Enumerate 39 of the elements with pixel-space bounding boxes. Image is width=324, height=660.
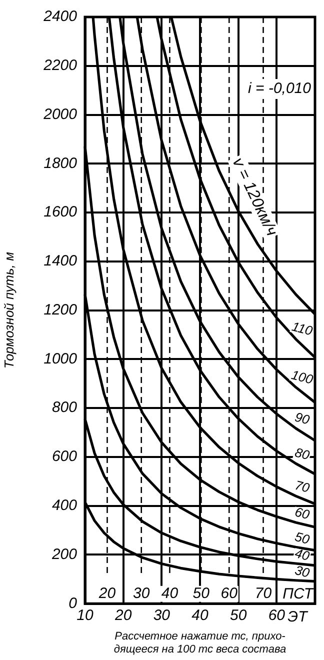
y-tick-label: 200 [50,546,78,563]
annotation: 30 [133,584,150,602]
text: 80 [293,444,312,463]
x-tick-label: 10 [76,606,94,624]
y-tick-label: 600 [52,448,78,466]
y-tick-label: 2200 [42,57,78,74]
annotation: ПСТ [282,585,315,602]
x-tick-label: 50 [230,606,248,624]
x-axis-title: Рассчетное нажатие тс, прихо- дящееся на 100 тс веса состава [114,630,286,656]
text: 60 [293,504,312,522]
x-tick-label: 40 [192,606,209,624]
annotation: 70 [254,584,272,602]
annotation: i = -0,010 [248,80,312,98]
text: 100 [290,367,316,388]
text: 90 [293,409,312,428]
text: 30 [293,562,312,581]
annotation: 50 [192,584,210,602]
annotation: 20 [98,584,116,602]
x-tick-label: 20 [114,606,132,624]
text: 110 [290,318,315,339]
y-tick-label: 800 [52,399,78,416]
annotation: 40 [161,584,179,602]
text: ЭТ [288,608,310,626]
annotation: 60 [220,584,238,602]
y-tick-label: 1600 [44,204,78,221]
text: 40 [293,545,312,564]
x-tick-label: 60 [268,606,286,624]
y-tick-label: 0 [68,594,78,612]
y-tick-label: 2400 [42,8,78,26]
text: 70 [293,477,312,496]
text: 50 [293,528,312,548]
y-tick-label: 1800 [44,154,78,172]
x-tick-label: 30 [153,606,171,624]
y-axis-title: Тормозной путь, м [1,252,16,369]
y-tick-label: 400 [52,497,78,514]
y-tick-label: 1000 [44,350,78,368]
y-tick-label: 1400 [44,252,78,270]
y-tick-label: 1200 [44,301,78,318]
y-tick-label: 2000 [42,106,78,123]
